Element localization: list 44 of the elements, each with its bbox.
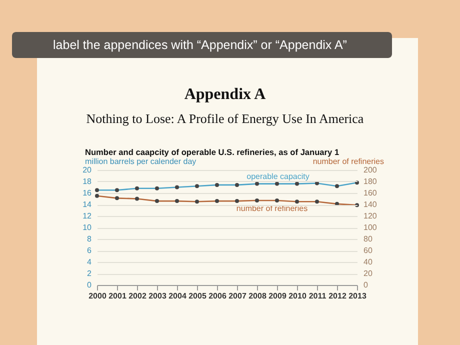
y-tick-label: 0 bbox=[87, 280, 92, 290]
y2-tick-label: 60 bbox=[364, 246, 373, 255]
text: Appendix A bbox=[184, 86, 266, 103]
y2-tick-label: 40 bbox=[364, 258, 373, 266]
x-tick-label: 2007 bbox=[228, 292, 247, 300]
y-tick-label: 10 bbox=[82, 223, 92, 232]
y2-tick-label: 180 bbox=[364, 177, 378, 186]
series-label: number of refineries bbox=[236, 204, 308, 213]
text: label the appendices with “Appendix” or “Appendix A” bbox=[53, 38, 347, 52]
y-tick-label: 20 bbox=[82, 166, 92, 174]
x-tick-label: 2008 bbox=[248, 292, 267, 300]
y-tick-label: 14 bbox=[82, 200, 92, 209]
y2-tick-label: 120 bbox=[364, 212, 378, 220]
y-tick-label: 8 bbox=[87, 234, 92, 244]
y2-tick-label: 0 bbox=[364, 280, 368, 290]
y2-tick-label: 100 bbox=[364, 223, 378, 232]
x-tick-label: 2010 bbox=[288, 292, 307, 300]
y-tick-label: 16 bbox=[82, 188, 92, 198]
y-axis-title: million barrels per calender day bbox=[85, 157, 196, 166]
x-tick-label: 2005 bbox=[188, 292, 207, 300]
y-tick-label: 6 bbox=[87, 246, 92, 255]
y2-tick-label: 140 bbox=[364, 200, 378, 209]
x-tick-label: 2012 bbox=[328, 292, 347, 300]
text: Nothing to Lose: A Profile of Energy Use In America bbox=[86, 111, 364, 126]
x-tick-label: 2002 bbox=[128, 292, 147, 300]
x-tick-label: 2006 bbox=[208, 292, 227, 300]
x-tick-label: 2009 bbox=[268, 292, 287, 300]
y-tick-label: 18 bbox=[82, 177, 92, 186]
chart-title: Number and caapcity of operable U.S. refineries, as of January 1 bbox=[85, 147, 340, 157]
y2-tick-label: 200 bbox=[364, 166, 378, 174]
series-label: operable capacity bbox=[246, 172, 310, 181]
y2-tick-label: 160 bbox=[364, 188, 378, 198]
y2-tick-label: 20 bbox=[364, 269, 373, 278]
y-tick-label: 2 bbox=[87, 269, 92, 278]
x-tick-label: 2001 bbox=[108, 292, 127, 300]
x-tick-label: 2011 bbox=[308, 292, 327, 300]
x-tick-label: 2003 bbox=[148, 292, 167, 300]
x-tick-label: 2000 bbox=[88, 292, 107, 300]
y-tick-label: 4 bbox=[87, 258, 92, 266]
x-tick-label: 2013 bbox=[348, 292, 367, 300]
y-tick-label: 12 bbox=[82, 212, 92, 220]
y2-axis-title: number of refineries bbox=[312, 157, 384, 166]
x-tick-label: 2004 bbox=[168, 292, 187, 300]
y2-tick-label: 80 bbox=[364, 234, 373, 244]
